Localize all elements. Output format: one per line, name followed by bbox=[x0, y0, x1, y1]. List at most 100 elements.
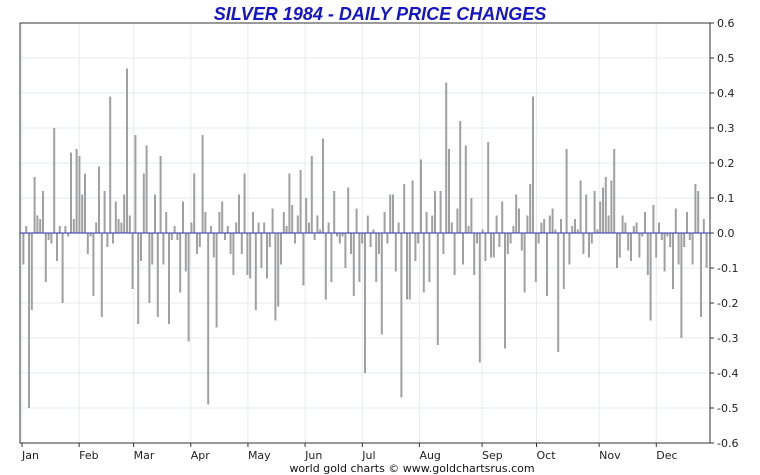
bar bbox=[114, 201, 117, 233]
bar bbox=[408, 233, 411, 300]
bar bbox=[361, 233, 364, 244]
x-tick-label: Nov bbox=[599, 449, 621, 462]
bar bbox=[515, 194, 518, 233]
bar bbox=[613, 149, 616, 233]
bar bbox=[50, 233, 53, 244]
bar bbox=[518, 208, 520, 233]
bar bbox=[644, 212, 646, 233]
bar bbox=[649, 233, 652, 321]
bar bbox=[464, 145, 467, 233]
bar bbox=[534, 233, 537, 282]
bar bbox=[221, 201, 224, 233]
bar bbox=[218, 212, 221, 233]
y-tick-label: 0.3 bbox=[717, 122, 735, 135]
bar bbox=[624, 222, 627, 233]
bar bbox=[159, 156, 162, 233]
bar bbox=[112, 233, 114, 244]
bar bbox=[117, 219, 120, 233]
bar bbox=[641, 233, 644, 237]
bar bbox=[565, 149, 568, 233]
bar bbox=[193, 173, 196, 233]
bar bbox=[327, 222, 330, 233]
bar bbox=[92, 233, 95, 296]
bar bbox=[215, 233, 218, 328]
bar bbox=[607, 215, 610, 233]
bar bbox=[638, 233, 641, 258]
bar bbox=[75, 149, 78, 233]
bar bbox=[126, 68, 128, 233]
bar bbox=[58, 226, 61, 233]
bar bbox=[529, 184, 532, 233]
bar bbox=[330, 233, 333, 282]
bar bbox=[442, 233, 445, 254]
bar bbox=[30, 233, 33, 310]
bar bbox=[36, 215, 39, 233]
bar bbox=[400, 233, 403, 398]
bar bbox=[694, 184, 697, 233]
bar bbox=[212, 233, 215, 258]
bar bbox=[313, 233, 316, 240]
bar bbox=[336, 233, 338, 237]
bar bbox=[705, 233, 708, 268]
bar bbox=[428, 233, 431, 282]
bar bbox=[145, 145, 148, 233]
bar bbox=[154, 194, 156, 233]
bar bbox=[333, 191, 336, 233]
y-tick-label: 0.5 bbox=[717, 52, 735, 65]
bar bbox=[394, 233, 397, 272]
bar bbox=[439, 191, 442, 233]
y-tick-label: -0.6 bbox=[717, 437, 738, 450]
bar bbox=[207, 233, 210, 405]
x-tick-label: Oct bbox=[537, 449, 557, 462]
bar bbox=[271, 208, 274, 233]
bar bbox=[660, 233, 663, 240]
bar bbox=[165, 212, 168, 233]
bar bbox=[347, 187, 350, 233]
bar bbox=[498, 233, 501, 247]
bar bbox=[481, 229, 484, 233]
bar bbox=[669, 233, 672, 247]
bar bbox=[260, 233, 263, 268]
bar bbox=[616, 233, 618, 268]
bar bbox=[526, 215, 529, 233]
bar bbox=[277, 233, 280, 307]
bar bbox=[86, 233, 89, 254]
bar bbox=[540, 222, 543, 233]
bar bbox=[81, 194, 84, 233]
bar bbox=[663, 233, 666, 272]
bar bbox=[316, 215, 319, 233]
bar bbox=[47, 233, 50, 240]
bar bbox=[422, 233, 425, 293]
bar bbox=[576, 229, 579, 233]
y-tick-label: 0.0 bbox=[717, 227, 735, 240]
bar bbox=[156, 233, 159, 317]
bar bbox=[288, 173, 291, 233]
x-tick-label: Apr bbox=[191, 449, 211, 462]
bar bbox=[702, 219, 705, 233]
bar bbox=[383, 212, 386, 233]
bar bbox=[196, 233, 198, 254]
bar bbox=[646, 233, 649, 275]
bar bbox=[658, 222, 660, 233]
bar bbox=[599, 201, 602, 233]
bar bbox=[506, 233, 509, 254]
bar bbox=[201, 135, 204, 233]
bar bbox=[560, 219, 562, 233]
bar bbox=[44, 233, 47, 282]
bar bbox=[448, 149, 450, 233]
bar bbox=[67, 233, 70, 237]
y-tick-label: 0.1 bbox=[717, 192, 735, 205]
bar bbox=[243, 173, 246, 233]
bar bbox=[403, 184, 406, 233]
bar bbox=[285, 226, 288, 233]
bar bbox=[162, 233, 165, 265]
bar bbox=[61, 233, 64, 303]
bar bbox=[414, 233, 417, 261]
bar bbox=[672, 233, 674, 289]
x-tick-label: Mar bbox=[134, 449, 155, 462]
bar bbox=[571, 226, 574, 233]
bar bbox=[523, 233, 526, 293]
bar bbox=[537, 233, 540, 244]
bar bbox=[170, 233, 173, 240]
bar bbox=[397, 222, 400, 233]
